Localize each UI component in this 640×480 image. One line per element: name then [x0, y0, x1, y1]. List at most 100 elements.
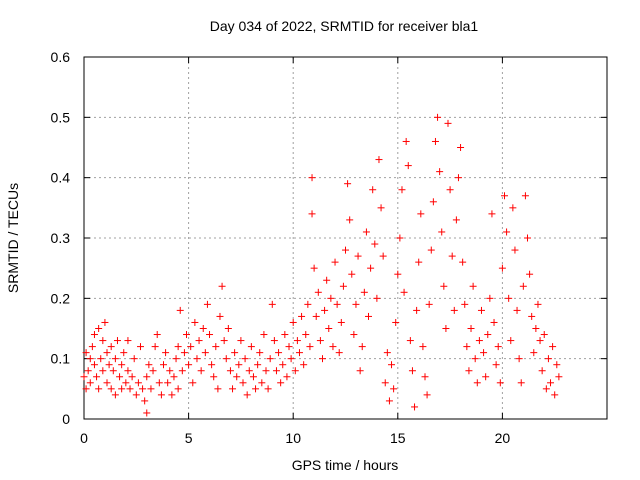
- data-point: [97, 355, 105, 363]
- data-point: [555, 373, 563, 381]
- data-point: [281, 331, 289, 339]
- data-point: [120, 349, 128, 357]
- data-point: [247, 343, 255, 351]
- chart-title: Day 034 of 2022, SRMTID for receiver bla…: [210, 18, 479, 34]
- data-point: [185, 361, 193, 369]
- data-point: [406, 337, 414, 345]
- data-point: [496, 379, 504, 387]
- data-point: [164, 379, 172, 387]
- data-point: [80, 373, 88, 381]
- axis-ticks: 0 0.1 0.2 0.3 0.4 0.5 0.6 0 5 10 15 20: [51, 49, 607, 446]
- data-point: [488, 210, 496, 218]
- data-point: [187, 343, 195, 351]
- y-tick-label: 0: [62, 411, 70, 427]
- data-point: [417, 210, 425, 218]
- data-point: [532, 325, 540, 332]
- data-point: [162, 349, 170, 357]
- data-point: [511, 246, 519, 254]
- data-point: [306, 343, 314, 351]
- data-point: [517, 379, 525, 387]
- y-tick-label: 0.4: [51, 170, 71, 186]
- data-point: [283, 373, 291, 381]
- data-point: [482, 373, 490, 381]
- data-point: [252, 385, 260, 393]
- data-point: [442, 325, 450, 332]
- data-point: [291, 367, 299, 375]
- data-point: [132, 391, 140, 399]
- data-point: [95, 325, 103, 332]
- data-point: [212, 343, 220, 351]
- data-point: [348, 270, 356, 278]
- data-point: [540, 331, 548, 339]
- data-point: [477, 306, 485, 314]
- data-point: [262, 367, 270, 375]
- data-point: [172, 355, 180, 363]
- data-point: [151, 343, 159, 351]
- data-point: [145, 361, 153, 369]
- data-point: [245, 367, 253, 375]
- data-point: [88, 343, 96, 351]
- data-point: [331, 258, 339, 266]
- data-point: [249, 373, 257, 381]
- y-tick-label: 0.6: [51, 49, 71, 65]
- data-point: [534, 300, 542, 308]
- data-point: [362, 228, 370, 236]
- data-point: [503, 228, 511, 236]
- y-tick-label: 0.2: [51, 290, 71, 306]
- data-point: [530, 349, 538, 357]
- data-point: [314, 288, 322, 296]
- data-point: [241, 355, 249, 363]
- data-point: [116, 373, 124, 381]
- data-point: [383, 349, 391, 357]
- data-point: [454, 174, 462, 182]
- data-point: [279, 361, 287, 369]
- data-point: [371, 240, 379, 248]
- data-point: [480, 349, 488, 357]
- data-point: [528, 312, 536, 320]
- data-point: [113, 337, 121, 345]
- data-point: [174, 343, 182, 351]
- data-point: [260, 331, 268, 339]
- data-point: [239, 379, 247, 387]
- data-point: [174, 385, 182, 393]
- data-point: [352, 300, 360, 308]
- data-point: [526, 270, 534, 278]
- data-point: [544, 355, 552, 363]
- data-point: [99, 367, 107, 375]
- data-point: [321, 306, 329, 314]
- data-point: [170, 373, 178, 381]
- data-point: [155, 379, 163, 387]
- data-point: [536, 337, 544, 345]
- x-axis-label: GPS time / hours: [292, 457, 399, 473]
- data-point: [287, 355, 295, 363]
- data-point: [452, 216, 460, 224]
- data-point: [86, 355, 94, 363]
- data-point: [201, 349, 209, 357]
- data-point: [339, 282, 347, 290]
- data-point: [298, 312, 306, 320]
- data-point: [84, 367, 92, 375]
- x-tick-label: 20: [495, 430, 511, 446]
- data-point: [538, 367, 546, 375]
- data-point: [446, 186, 454, 194]
- data-point: [396, 234, 404, 242]
- data-point: [214, 385, 222, 393]
- data-point: [199, 325, 207, 332]
- data-point: [191, 318, 199, 326]
- data-point: [243, 391, 251, 399]
- data-point: [289, 318, 297, 326]
- data-point: [237, 337, 245, 345]
- data-point: [342, 246, 349, 254]
- data-point: [354, 252, 362, 260]
- data-point: [134, 379, 142, 387]
- data-point: [429, 198, 437, 206]
- data-point: [440, 282, 448, 290]
- data-point: [82, 385, 90, 393]
- data-point: [323, 276, 331, 284]
- data-point: [256, 349, 264, 357]
- data-point: [293, 337, 301, 345]
- data-point: [86, 379, 94, 387]
- data-point: [513, 306, 521, 314]
- data-point: [500, 192, 508, 200]
- y-tick-label: 0.1: [51, 351, 71, 367]
